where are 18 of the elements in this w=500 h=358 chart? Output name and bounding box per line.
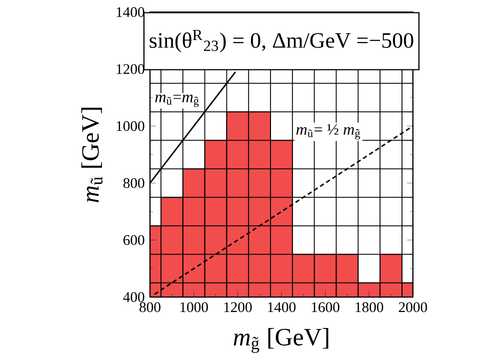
text: sin(θ$^{R}$$_{23}$) = 0, Δm/GeV =−500 xyxy=(150,30,414,52)
x-tick-label: 1000 xyxy=(180,302,208,312)
x-tick-label: 1600 xyxy=(312,302,340,312)
x-tick-label: 2000 xyxy=(398,302,428,312)
x-tick-label: 1200 xyxy=(224,302,252,312)
y-axis-title: m$_{ũ}$ [GeV] xyxy=(81,108,103,202)
y-tick-label: 600 xyxy=(123,235,144,246)
y-tick-label: 1400 xyxy=(116,7,144,18)
x-tick-label: 1800 xyxy=(356,302,384,312)
legend-label: m$_{ũ}$=m$_{g̃}$ xyxy=(155,94,199,108)
y-tick-label: 400 xyxy=(123,292,144,302)
x-tick-label: 800 xyxy=(140,302,160,312)
y-tick-label: 800 xyxy=(123,178,144,188)
x-tick-label: 1400 xyxy=(268,302,296,312)
y-tick-label: 1200 xyxy=(116,64,144,74)
y-tick-label: 1000 xyxy=(116,121,144,132)
series-label: m$_{ũ}$= ½ m$_{g̃}$ xyxy=(296,124,360,140)
x-axis-title: m$_{g̃}$ [GeV] xyxy=(234,328,328,353)
